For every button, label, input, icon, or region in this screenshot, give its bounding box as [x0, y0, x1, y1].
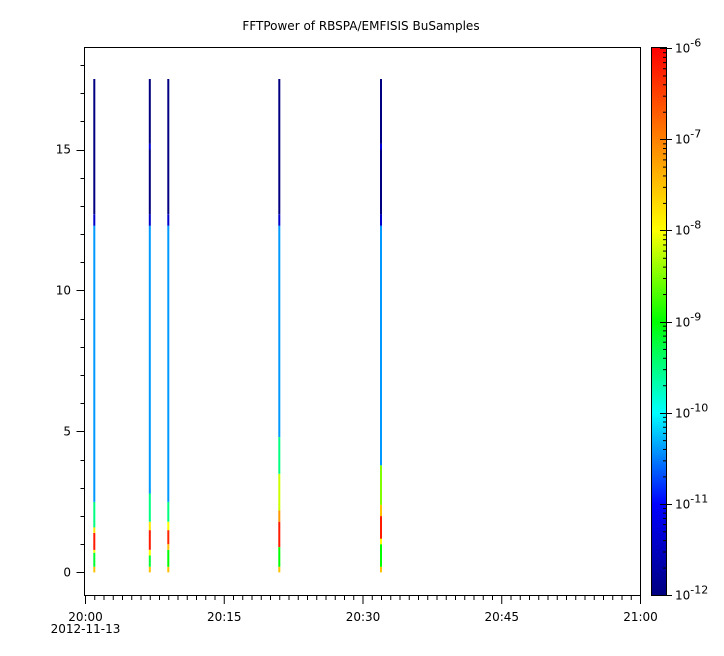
spectrum-cell	[148, 143, 151, 150]
spectrum-cell	[380, 566, 382, 573]
x-tick-label: 20:15	[207, 610, 242, 624]
colorbar-tick-exponent: -6	[690, 37, 701, 50]
colorbar-tick-exponent: -12	[690, 584, 708, 597]
spectrum-cell	[278, 79, 281, 215]
colorbar-tick-base: 10	[675, 133, 690, 147]
spectrum-cell	[278, 214, 281, 226]
spectrum-cell	[148, 149, 151, 215]
colorbar-tick-base: 10	[675, 498, 690, 512]
spectrum-cell	[380, 516, 382, 539]
colorbar-tick-base: 10	[675, 316, 690, 330]
spectrum-cell	[167, 502, 170, 522]
colorbar-tick-base: 10	[675, 42, 690, 56]
spectrum-cell	[380, 214, 382, 226]
spectrum-cell	[380, 149, 382, 215]
spectrum-cell	[278, 510, 281, 522]
spectrum-column	[148, 79, 151, 573]
spectrum-cell	[167, 521, 170, 531]
spectrum-cell	[148, 214, 151, 226]
spectrum-cell	[380, 544, 382, 567]
colorbar-tick-label: 10-8	[675, 219, 701, 238]
y-tick-label: 5	[63, 424, 71, 438]
spectrum-cell	[278, 225, 281, 438]
colorbar-tick-label: 10-9	[675, 311, 701, 330]
spectrum-column	[167, 79, 170, 573]
spectrum-column	[380, 79, 382, 573]
colorbar-frame	[651, 47, 667, 596]
colorbar-tick-exponent: -10	[690, 402, 708, 415]
x-tick-label: 20:45	[484, 610, 519, 624]
x-tick-label: 20:30	[346, 610, 381, 624]
colorbar-tick-exponent: -9	[690, 311, 701, 324]
colorbar-tick-label: 10-12	[675, 584, 708, 603]
spectrum-cell	[167, 549, 170, 567]
chart-title: FFTPower of RBSPA/EMFISIS BuSamples	[242, 19, 479, 33]
spectrum-cell	[148, 530, 151, 550]
spectrum-cell	[148, 493, 151, 522]
spectrum-cell	[148, 79, 151, 144]
colorbar-tick-label: 10-11	[675, 493, 708, 512]
spectrum-cell	[167, 530, 170, 545]
colorbar-tick-label: 10-7	[675, 128, 701, 147]
spectrum-cell	[278, 521, 281, 548]
spectrum-cell	[167, 544, 170, 550]
colorbar-tick-exponent: -8	[690, 219, 701, 232]
spectrum-cell	[278, 437, 281, 474]
spectrum-cell	[167, 566, 170, 573]
colorbar-tick-base: 10	[675, 589, 690, 603]
x-tick-label: 21:00	[623, 610, 658, 624]
spectrum-column	[278, 79, 281, 573]
spectrum-cell	[93, 79, 96, 215]
y-tick-label: 0	[63, 565, 71, 579]
spectrum-cell	[380, 465, 382, 505]
spectrum-cell	[148, 555, 151, 567]
y-tick-label: 15	[56, 143, 71, 157]
plot-frame	[84, 47, 641, 596]
spectrum-cell	[278, 547, 281, 567]
spectrum-cell	[93, 533, 96, 550]
spectrum-cell	[380, 504, 382, 517]
spectrum-cell	[93, 549, 96, 553]
x-tick-label: 20:00	[68, 610, 103, 624]
spectrum-cell	[148, 225, 151, 494]
colorbar-tick-label: 10-6	[675, 37, 701, 56]
spectrum-cell	[93, 214, 96, 226]
spectrum-cell	[167, 79, 170, 215]
spectrum-cell	[167, 225, 170, 502]
spectrum-cell	[380, 79, 382, 144]
spectrum-cell	[148, 566, 151, 573]
spectrum-cell	[380, 538, 382, 545]
y-axis: 0 5 10 15	[56, 65, 85, 579]
spectrum-column	[93, 79, 96, 573]
spectrum-cell	[93, 566, 96, 573]
spectrum-cell	[93, 502, 96, 528]
y-tick-label: 10	[56, 283, 71, 297]
spectrum-cell	[380, 143, 382, 150]
colorbar-tick-label: 10-10	[675, 402, 708, 421]
spectrum-cell	[148, 521, 151, 531]
spectrum-cell	[93, 225, 96, 502]
plot-area	[93, 79, 382, 573]
colorbar-tick-base: 10	[675, 224, 690, 238]
spectrum-cell	[380, 225, 382, 466]
spectrum-cell	[93, 527, 96, 533]
spectrum-cell	[148, 549, 151, 556]
spectrum-cell	[93, 552, 96, 567]
colorbar-tick-exponent: -7	[690, 128, 701, 141]
colorbar-tick-base: 10	[675, 407, 690, 421]
colorbar-gradient	[652, 47, 666, 596]
colorbar-tick-exponent: -11	[690, 493, 708, 506]
x-date-label: 2012-11-13	[51, 622, 121, 636]
spectrum-cell	[278, 473, 281, 511]
spectrum-cell	[278, 566, 281, 573]
spectrum-cell	[167, 214, 170, 226]
